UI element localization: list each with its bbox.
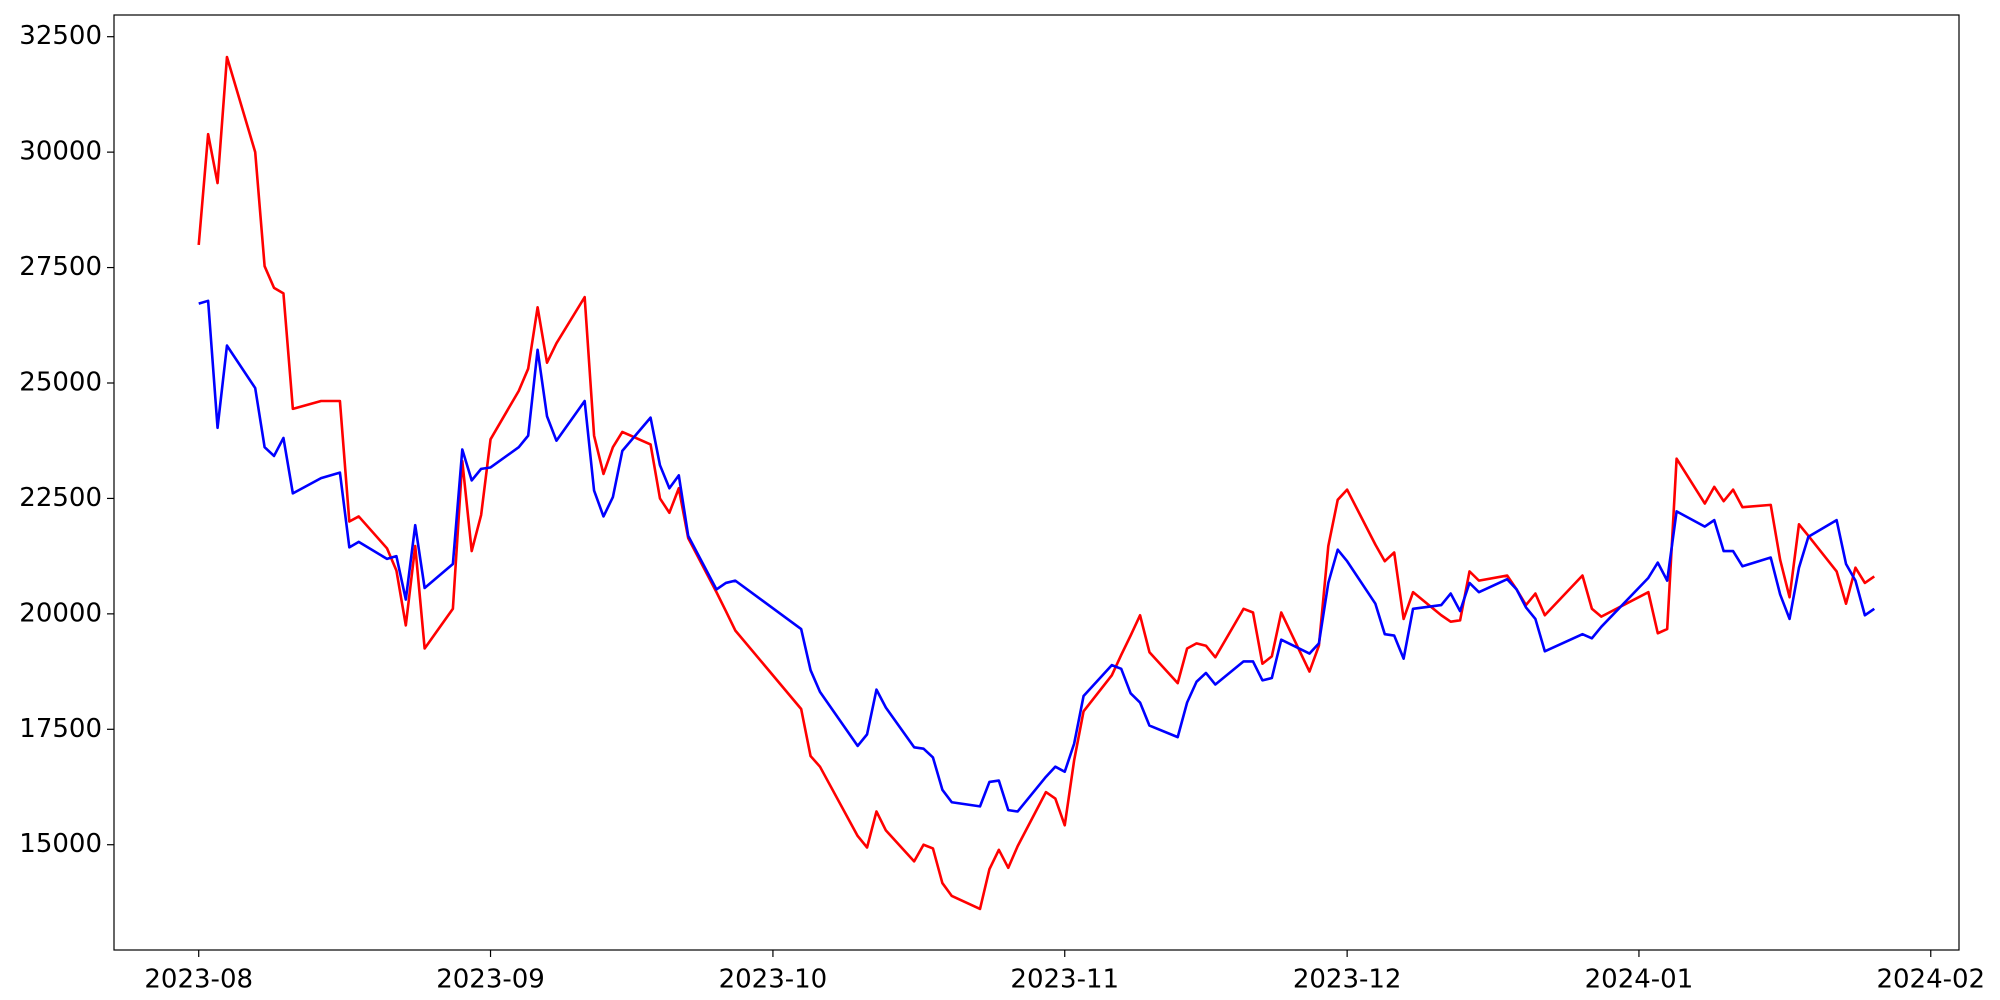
line-series <box>197 55 1876 911</box>
y-tick-label: 20000 <box>19 598 102 628</box>
y-tick-label: 25000 <box>19 367 102 397</box>
x-tick-label: 2023-10 <box>719 965 828 995</box>
y-tick-label: 30000 <box>19 137 102 167</box>
x-tick-label: 2023-12 <box>1293 965 1402 995</box>
y-tick-label: 22500 <box>19 483 102 513</box>
x-tick-label: 2023-09 <box>436 965 545 995</box>
x-tick-label: 2023-08 <box>144 965 253 995</box>
x-tick-label: 2024-01 <box>1585 965 1694 995</box>
y-tick-label: 15000 <box>19 829 102 859</box>
y-tick-label: 17500 <box>19 714 102 744</box>
x-tick-label: 2023-11 <box>1010 965 1119 995</box>
x-tick-label: 2024-02 <box>1876 965 1985 995</box>
line-series <box>198 299 1876 813</box>
y-tick-label: 32500 <box>19 21 102 51</box>
y-tick-label: 27500 <box>19 252 102 282</box>
plot-frame <box>113 14 1960 951</box>
